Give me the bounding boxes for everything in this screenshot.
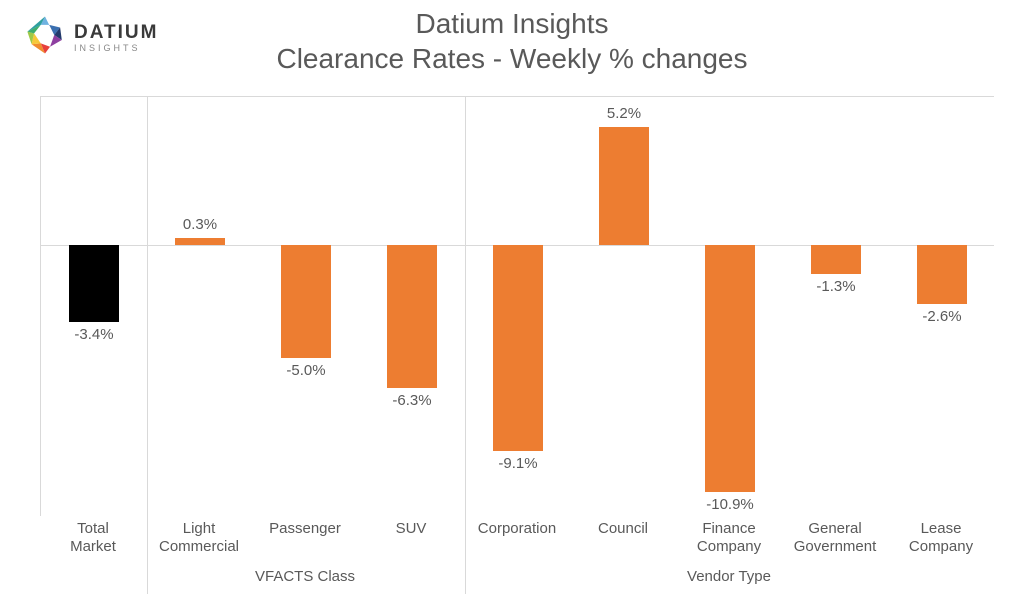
clearance-rates-chart: -3.4% 0.3% -5.0% -6.3% -9.1% 5.2% -10.9% -1.3%-… [40,96,994,595]
x-axis-label: SUV [358,520,464,538]
x-axis-label: LightCommercial [146,520,252,556]
brand-logo: DATIUM INSIGHTS [24,14,158,61]
x-axis-label: Passenger [252,520,358,538]
logo-sub-text: INSIGHTS [74,44,158,53]
bar-value-label: 0.3% [150,216,250,233]
x-axis-group-label: VFACTS Class [146,568,464,585]
x-axis-group-labels: VFACTS ClassVendor Type [40,566,994,594]
bar-value-label: -6.3% [362,392,462,409]
bar [69,245,119,322]
bar-value-label: -5.0% [256,362,356,379]
bar-value-label: -1.3% [786,278,886,295]
bar [705,245,755,492]
logo-icon [24,14,66,61]
bar-value-label: -2.6% [892,308,992,325]
bar-value-label: -10.9% [680,496,780,513]
x-axis-label: LeaseCompany [888,520,994,556]
x-axis-label: TotalMarket [40,520,146,556]
bar [281,245,331,359]
bar [387,245,437,388]
bar-value-label: -9.1% [468,455,568,472]
bar [599,127,649,245]
x-axis-group-label: Vendor Type [464,568,994,585]
bar [811,245,861,275]
x-axis-label: Corporation [464,520,570,538]
x-axis-label: Council [570,520,676,538]
bar-value-label: 5.2% [574,105,674,122]
plot-area: -3.4% 0.3% -5.0% -6.3% -9.1% 5.2% -10.9% -1.3%-… [40,96,994,516]
logo-brand-text: DATIUM [74,23,158,42]
x-axis-label: GeneralGovernment [782,520,888,556]
x-axis-labels: TotalMarketLightCommercialPassengerSUVCo… [40,516,994,566]
bar [917,245,967,304]
bar [493,245,543,452]
bar [175,238,225,245]
bar-value-label: -3.4% [44,326,144,343]
x-axis-label: FinanceCompany [676,520,782,556]
